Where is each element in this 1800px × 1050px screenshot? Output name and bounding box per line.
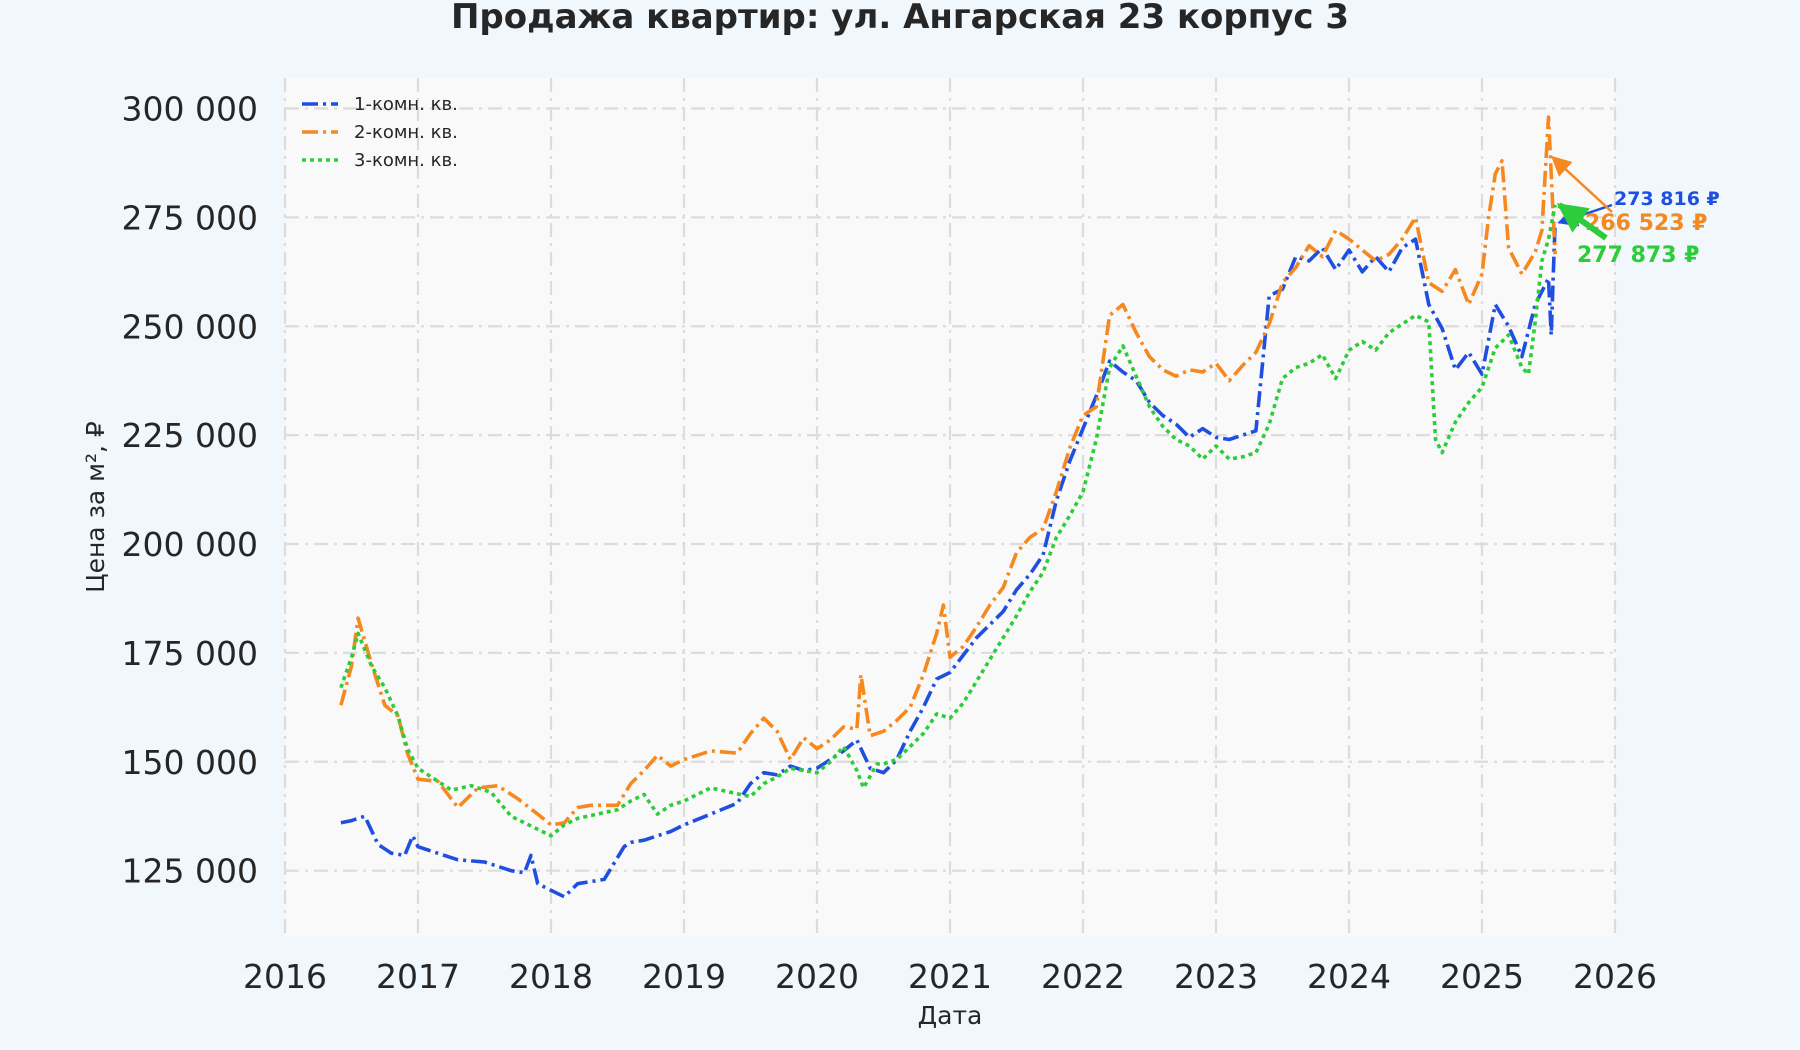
legend-label: 3-комн. кв.	[354, 150, 458, 171]
y-tick-labels: 125 000 150 000 175 000 200 000 225 000 250 0…	[122, 89, 258, 890]
y-tick-label: 125 000	[122, 852, 258, 891]
x-tick-label: 2016	[243, 957, 327, 996]
series-line-3-room	[339, 204, 1557, 838]
x-tick-label: 2017	[376, 957, 460, 996]
x-tick-label: 2025	[1440, 957, 1524, 996]
y-tick-label: 150 000	[122, 743, 258, 782]
annotation-layer: 273 816 ₽266 523 ₽ 277 873 ₽	[1551, 155, 1720, 268]
annotation-label: 266 523 ₽	[1585, 211, 1707, 236]
series-line-1-room	[340, 222, 1557, 899]
chart-title: Продажа квартир: ул. Ангарская 23 корпус…	[451, 0, 1349, 37]
series-line-2-room	[339, 115, 1557, 827]
x-tick-label: 2018	[509, 957, 593, 996]
x-tick-label: 2026	[1573, 957, 1657, 996]
grid-x	[283, 78, 1617, 936]
y-tick-label: 200 000	[122, 525, 258, 564]
x-tick-label: 2024	[1307, 957, 1391, 996]
y-tick-label: 175 000	[122, 634, 258, 673]
annotation-label: 273 816 ₽	[1614, 188, 1720, 210]
y-tick-label: 275 000	[122, 198, 258, 237]
x-axis-label: Дата	[918, 1001, 983, 1030]
annotation-label: 277 873 ₽	[1577, 243, 1699, 268]
legend: 1-комн. кв. 2-комн. кв. 3-комн. кв.	[302, 94, 458, 171]
annotation-arrow	[1551, 155, 1613, 213]
x-tick-label: 2019	[642, 957, 726, 996]
y-tick-label: 225 000	[122, 416, 258, 455]
legend-label: 1-комн. кв.	[354, 94, 458, 115]
x-tick-label: 2021	[908, 957, 992, 996]
y-tick-label: 250 000	[122, 307, 258, 346]
grid-y	[285, 107, 1615, 872]
x-tick-labels: 2016 2017 2018 2019 2020 2021 2022 2023 2024 2025…	[243, 957, 1657, 996]
annotation-arrow	[1556, 202, 1608, 241]
x-tick-label: 2023	[1174, 957, 1258, 996]
x-tick-label: 2022	[1041, 957, 1125, 996]
y-tick-label: 300 000	[122, 89, 258, 128]
y-axis-label: Цена за м², ₽	[81, 421, 110, 593]
x-tick-label: 2020	[775, 957, 859, 996]
series-layer	[339, 115, 1557, 899]
legend-label: 2-комн. кв.	[354, 122, 458, 143]
